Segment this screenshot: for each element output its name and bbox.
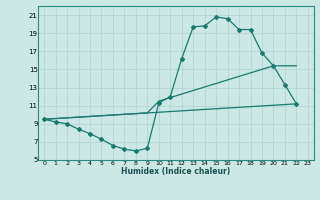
X-axis label: Humidex (Indice chaleur): Humidex (Indice chaleur) — [121, 167, 231, 176]
